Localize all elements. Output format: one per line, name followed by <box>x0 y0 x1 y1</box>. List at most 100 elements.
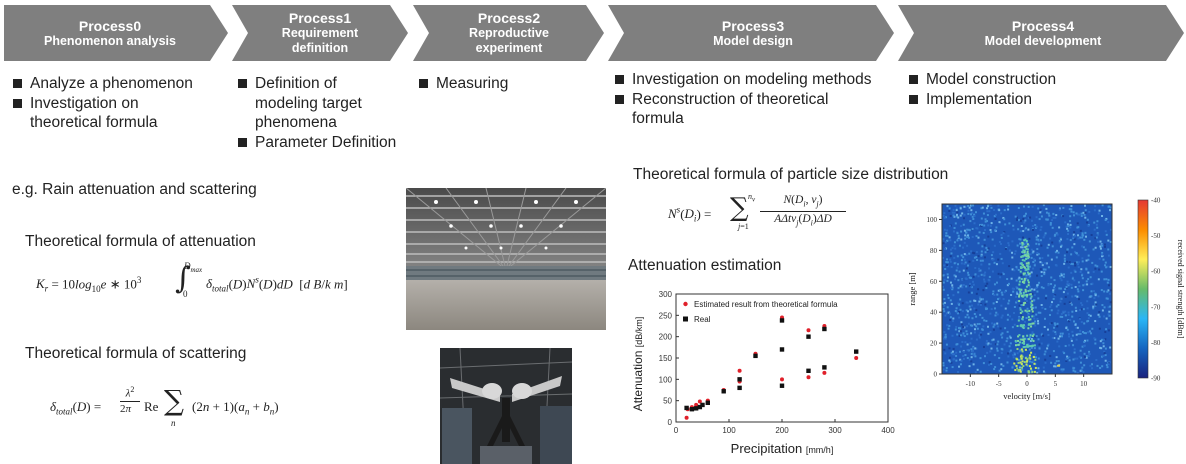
noise-cell <box>1080 369 1083 372</box>
noise-cell <box>1019 349 1022 352</box>
noise-cell <box>1060 244 1063 247</box>
noise-cell <box>1068 335 1071 338</box>
noise-cell <box>961 340 964 343</box>
noise-cell <box>1044 268 1047 271</box>
noise-cell <box>1079 270 1082 273</box>
noise-cell <box>1087 271 1090 274</box>
signal-cell <box>1027 257 1030 260</box>
noise-cell <box>957 238 960 241</box>
noise-cell <box>992 292 995 295</box>
noise-cell <box>999 276 1002 279</box>
noise-cell <box>1035 335 1038 338</box>
list-item: Definition of modeling target phenomena <box>237 74 395 133</box>
scattering-formula-title: Theoretical formula of scattering <box>25 345 247 362</box>
signal-cell <box>1027 323 1030 326</box>
noise-cell <box>946 324 949 327</box>
signal-cell <box>1026 264 1029 267</box>
noise-cell <box>950 361 953 364</box>
noise-cell <box>1071 330 1074 333</box>
noise-cell <box>1073 351 1076 354</box>
noise-cell <box>1027 313 1030 316</box>
process4-title: Process4 <box>1011 17 1075 34</box>
noise-cell <box>945 239 948 242</box>
y-tick-label: 20 <box>930 340 938 348</box>
noise-cell <box>982 231 985 234</box>
noise-cell <box>1039 261 1042 264</box>
noise-cell <box>1088 353 1091 356</box>
signal-cell <box>1022 294 1025 297</box>
noise-cell <box>970 304 973 307</box>
noise-cell <box>1021 368 1024 371</box>
noise-cell <box>998 369 1001 372</box>
noise-cell <box>973 222 976 225</box>
noise-cell <box>975 309 978 312</box>
noise-cell <box>1084 235 1087 238</box>
noise-cell <box>944 216 947 219</box>
noise-cell <box>955 307 958 310</box>
noise-cell <box>990 308 993 311</box>
signal-cell <box>1025 248 1028 251</box>
data-point-real <box>806 368 811 373</box>
noise-cell <box>1081 236 1084 239</box>
noise-cell <box>946 306 949 309</box>
noise-cell <box>958 244 961 247</box>
noise-cell <box>1000 333 1003 336</box>
noise-cell <box>959 285 962 288</box>
noise-cell <box>1060 335 1063 338</box>
signal-cell <box>1022 249 1025 252</box>
noise-cell <box>1081 274 1084 277</box>
noise-cell <box>998 221 1001 224</box>
noise-cell <box>1084 332 1087 335</box>
noise-cell <box>1101 304 1104 307</box>
noise-cell <box>972 275 975 278</box>
signal-cell <box>1028 318 1031 321</box>
noise-cell <box>1006 318 1009 321</box>
noise-cell <box>1032 250 1035 253</box>
noise-cell <box>1087 355 1090 358</box>
noise-cell <box>1092 248 1095 251</box>
noise-cell <box>1003 218 1006 221</box>
signal-cell <box>1026 294 1029 297</box>
noise-cell <box>1058 239 1061 242</box>
noise-cell <box>1024 298 1027 301</box>
noise-cell <box>1091 261 1094 264</box>
signal-cell <box>1018 280 1021 283</box>
noise-cell <box>975 251 978 254</box>
noise-cell <box>984 271 987 274</box>
noise-cell <box>1034 224 1037 227</box>
noise-cell <box>1066 292 1069 295</box>
noise-cell <box>958 330 961 333</box>
data-point-real <box>854 349 859 354</box>
noise-cell <box>1084 209 1087 212</box>
noise-cell <box>1039 208 1042 211</box>
noise-cell <box>960 359 963 362</box>
noise-cell <box>957 291 960 294</box>
data-point-estimated <box>806 375 811 380</box>
noise-cell <box>962 332 965 335</box>
noise-cell <box>963 357 966 360</box>
noise-cell <box>1027 205 1030 208</box>
noise-cell <box>1033 317 1036 320</box>
noise-cell <box>1038 243 1041 246</box>
noise-cell <box>1062 310 1065 313</box>
noise-cell <box>1098 257 1101 260</box>
noise-cell <box>1062 291 1065 294</box>
noise-cell <box>952 320 955 323</box>
noise-cell <box>978 322 981 325</box>
noise-cell <box>1093 221 1096 224</box>
signal-cell <box>1023 281 1026 284</box>
noise-cell <box>1093 228 1096 231</box>
noise-cell <box>1049 237 1052 240</box>
noise-cell <box>1053 365 1056 368</box>
noise-cell <box>1080 302 1083 305</box>
data-point-real <box>779 383 785 388</box>
noise-cell <box>1067 333 1070 336</box>
noise-cell <box>1055 305 1058 308</box>
noise-cell <box>966 301 969 304</box>
noise-cell <box>979 332 982 335</box>
noise-cell <box>1105 328 1108 331</box>
noise-cell <box>1080 321 1083 324</box>
noise-cell <box>951 284 954 287</box>
noise-cell <box>1066 280 1069 283</box>
noise-cell <box>996 347 999 350</box>
